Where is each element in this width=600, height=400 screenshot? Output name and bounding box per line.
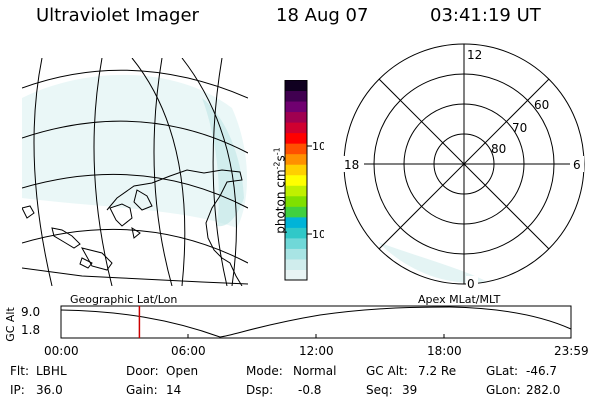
time-label: 03:41:19 UT xyxy=(430,5,541,26)
colorbar-unit-label: photon cm-2s-1 xyxy=(272,147,288,234)
alt-xtick-3: 18:00 xyxy=(427,344,462,358)
info-gcalt-value: 7.2 Re xyxy=(418,364,457,378)
altitude-ylabel: GC Alt xyxy=(3,307,17,342)
info-glat-label: GLat: xyxy=(486,364,519,378)
alt-xtick-2: 12:00 xyxy=(299,344,334,358)
alt-ytick-high: 9.0 xyxy=(21,305,41,319)
info-filter-label: Flt: xyxy=(10,364,29,378)
info-glon-label: GLon: xyxy=(486,383,521,397)
colorbar-band xyxy=(285,111,307,123)
info-seq-label: Seq: xyxy=(366,383,393,397)
colorbar-band xyxy=(285,90,307,102)
colorbar-band xyxy=(285,258,307,270)
info-glat-value: -46.7 xyxy=(526,364,558,378)
info-ip-value: 36.0 xyxy=(36,383,63,397)
altitude-curve xyxy=(60,306,572,338)
info-gain-value: 14 xyxy=(166,383,182,397)
colorbar-band xyxy=(285,174,307,186)
info-door-value: Open xyxy=(166,364,199,378)
colorbar-band xyxy=(285,216,307,228)
colorbar-band xyxy=(285,143,307,155)
alt-xtick-1: 06:00 xyxy=(171,344,206,358)
alt-xtick-4: 23:59 xyxy=(554,344,589,358)
lat-80-label: 80 xyxy=(491,142,506,156)
info-mode-label: Mode: xyxy=(246,364,283,378)
info-gcalt-label: GC Alt: xyxy=(366,364,408,378)
colorbar-band xyxy=(285,153,307,165)
colorbar-band xyxy=(285,195,307,207)
coastline xyxy=(22,169,248,286)
info-seq-value: 39 xyxy=(402,383,418,397)
mlt-6-label: 6 xyxy=(573,158,581,172)
alt-xtick-0: 00:00 xyxy=(44,344,79,358)
mlt-18-label: 18 xyxy=(344,158,359,172)
polar-plot: 12 18 6 0 60 70 80 xyxy=(342,43,585,291)
colorbar-band xyxy=(285,227,307,239)
colorbar-band xyxy=(285,132,307,144)
geographic-label: Geographic Lat/Lon xyxy=(70,293,178,306)
info-dsp-label: Dsp: xyxy=(246,383,274,397)
date-label: 18 Aug 07 xyxy=(276,5,369,26)
colorbar-tick-10: 10 xyxy=(312,228,324,241)
colorbar-band xyxy=(285,248,307,260)
colorbar-band xyxy=(285,269,307,281)
colorbar-band xyxy=(285,185,307,197)
colorbar-band xyxy=(285,206,307,218)
info-ip-label: IP: xyxy=(10,383,25,397)
instrument-title: Ultraviolet Imager xyxy=(36,5,199,26)
alt-ytick-low: 1.8 xyxy=(21,323,41,337)
info-gain-label: Gain: xyxy=(126,383,158,397)
colorbar-band xyxy=(285,122,307,134)
lat-70-label: 70 xyxy=(512,121,527,135)
aurora-glow-polar xyxy=(378,242,488,283)
colorbar-band xyxy=(285,101,307,113)
mlt-0-label: 0 xyxy=(467,277,475,291)
info-dsp-value: -0.8 xyxy=(298,383,322,397)
info-glon-value: 282.0 xyxy=(526,383,561,397)
aurora-glow xyxy=(22,74,248,229)
info-mode-value: Normal xyxy=(293,364,337,378)
info-door-label: Door: xyxy=(126,364,159,378)
altitude-plot xyxy=(60,305,572,339)
colorbar-band xyxy=(285,164,307,176)
info-filter-value: LBHL xyxy=(36,364,67,378)
lat-60-label: 60 xyxy=(534,98,549,112)
geographic-map xyxy=(22,58,248,286)
colorbar-band xyxy=(285,237,307,249)
mlt-12-label: 12 xyxy=(467,48,482,62)
colorbar: 100 10 xyxy=(284,80,324,281)
apex-label: Apex MLat/MLT xyxy=(418,293,501,306)
colorbar-tick-100: 100 xyxy=(312,140,324,153)
colorbar-band xyxy=(285,80,307,92)
